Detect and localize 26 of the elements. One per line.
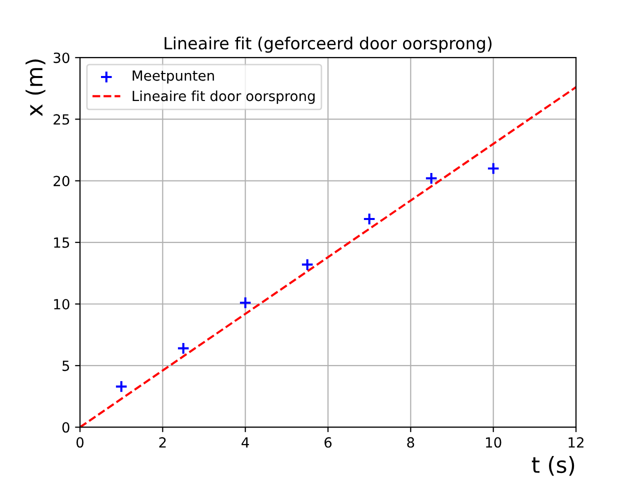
y-tick-label: 25 <box>54 114 70 125</box>
x-axis-title: t (s) <box>532 456 574 476</box>
y-tick-label: 30 <box>54 52 70 64</box>
x-tick-label: 0 <box>76 437 84 448</box>
point <box>486 162 500 175</box>
point <box>176 342 190 355</box>
x-tick-label: 12 <box>568 437 584 448</box>
y-axis-title: x (m) <box>26 60 46 116</box>
point <box>300 258 314 271</box>
point <box>362 212 376 226</box>
x-tick-label: 2 <box>159 437 166 448</box>
x-tick-label: 10 <box>486 437 502 448</box>
y-tick-label: 15 <box>54 238 70 248</box>
legend-label: Lineaire fit door oorsprong <box>132 90 315 104</box>
x-tick-label: 8 <box>407 437 414 448</box>
point <box>114 380 128 393</box>
y-tick-label: 10 <box>54 298 70 310</box>
x-tick-label: 4 <box>242 437 249 448</box>
point <box>424 172 438 185</box>
x-tick-label: 6 <box>324 437 332 448</box>
legend-label: Meetpunten <box>132 70 214 84</box>
chart-title: Lineaire fit (geforceerd door oorsprong) <box>164 36 492 53</box>
point <box>238 296 252 310</box>
y-tick-label: 20 <box>54 176 70 186</box>
y-tick-label: 5 <box>62 360 70 372</box>
y-tick-label: 0 <box>62 422 70 433</box>
